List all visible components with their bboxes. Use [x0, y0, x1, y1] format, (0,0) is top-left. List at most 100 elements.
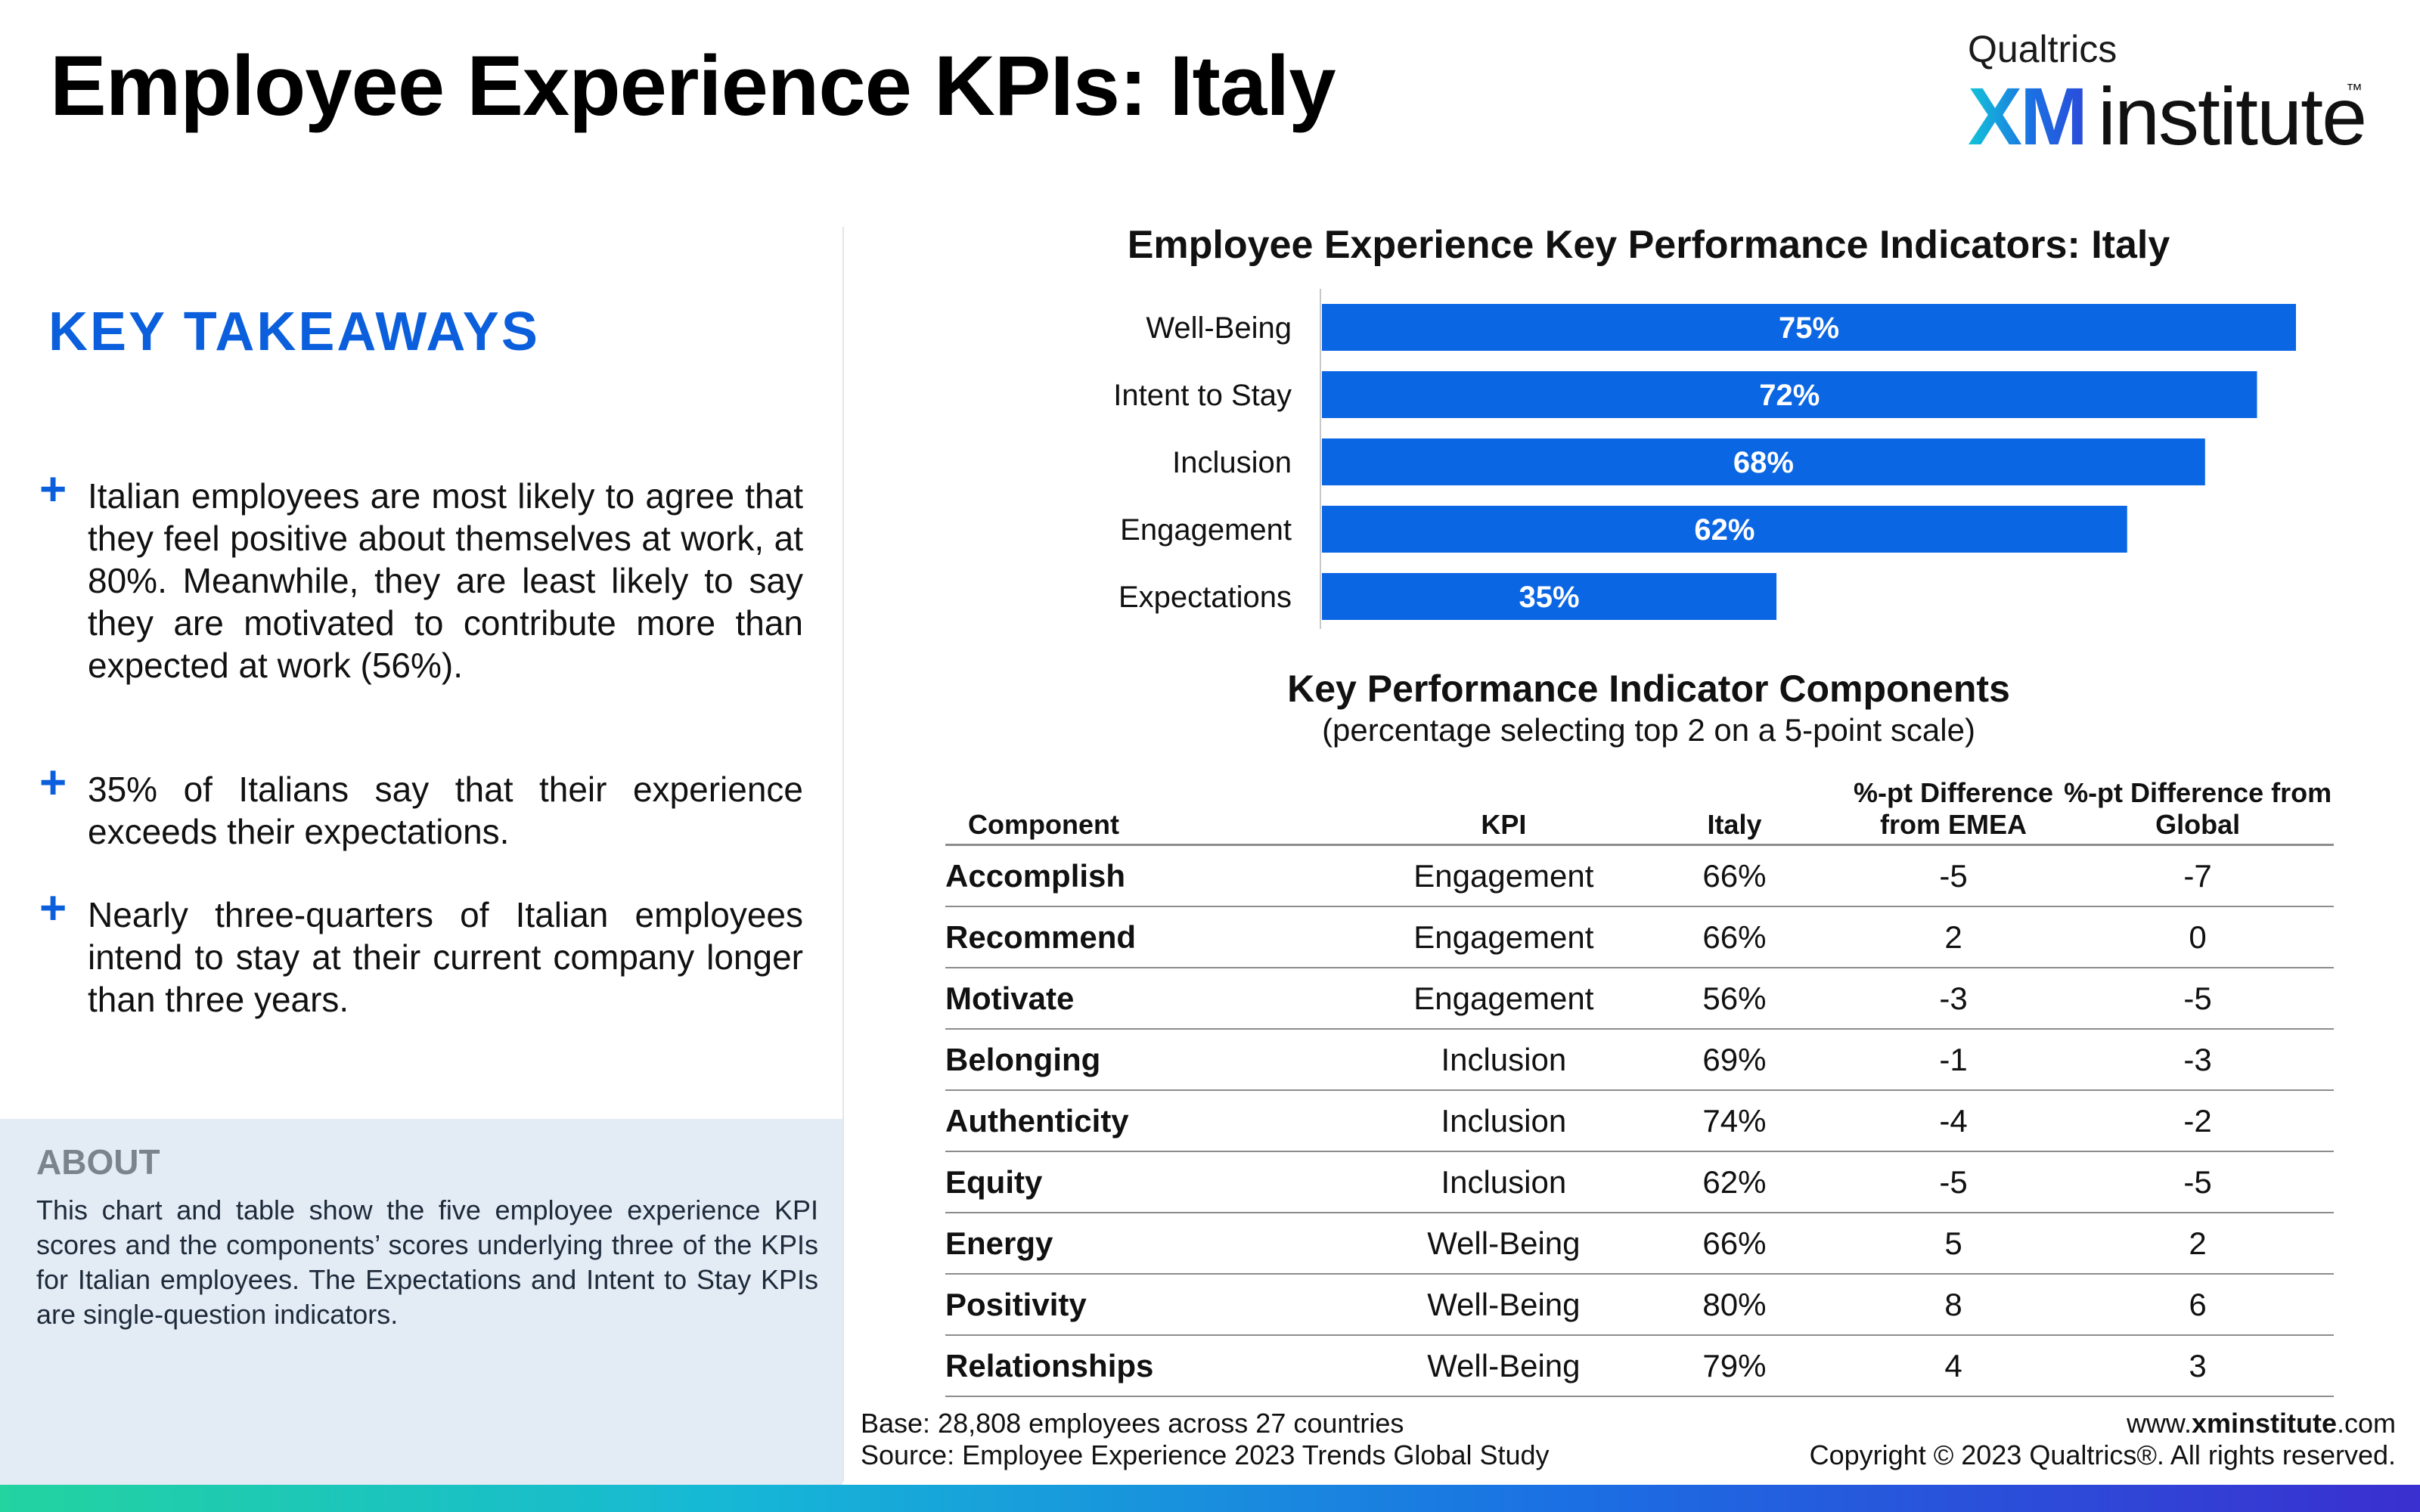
table-row: Recommend Engagement 66% 2 0	[945, 906, 2334, 968]
category-label: Engagement	[1120, 513, 1292, 547]
logo-brand-text: Qualtrics	[1968, 28, 2118, 70]
column-divider	[842, 227, 844, 1482]
takeaway-item: + Italian employees are most likely to a…	[39, 466, 803, 686]
cell-italy: 66%	[1624, 906, 1845, 968]
cell-emea-diff: -1	[1844, 1029, 2062, 1091]
cell-component: Equity	[945, 1151, 1384, 1213]
cell-italy: 74%	[1624, 1090, 1845, 1152]
column-header-kpi: KPI	[1383, 774, 1624, 846]
cell-component: Authenticity	[945, 1090, 1384, 1152]
cell-kpi: Engagement	[1383, 968, 1624, 1030]
cell-component: Energy	[945, 1213, 1384, 1275]
cell-global-diff: -5	[2062, 968, 2334, 1030]
gradient-bottom-bar	[0, 1485, 2420, 1512]
website-link[interactable]: www.xminstitute.com	[1810, 1408, 2396, 1439]
cell-global-diff: 0	[2062, 906, 2334, 968]
bar-well-being	[1322, 304, 2296, 351]
cell-global-diff: -7	[2062, 844, 2334, 907]
cell-global-diff: -2	[2062, 1090, 2334, 1152]
cell-global-diff: 2	[2062, 1213, 2334, 1275]
base-note: Base: 28,808 employees across 27 countri…	[861, 1408, 1404, 1439]
cell-italy: 80%	[1624, 1274, 1845, 1336]
table-row: Energy Well-Being 66% 5 2	[945, 1213, 2334, 1275]
cell-italy: 56%	[1624, 968, 1845, 1030]
cell-emea-diff: 8	[1844, 1274, 2062, 1336]
column-header-global-diff: %-pt Difference from Global	[2062, 774, 2334, 846]
kpi-bar-chart: Well-Being 75% Intent to Stay 72% Inclusion 6…	[1113, 289, 2296, 629]
table-row: Positivity Well-Being 80% 8 6	[945, 1274, 2334, 1336]
value-label: 68%	[1733, 446, 1794, 479]
cell-component: Motivate	[945, 968, 1384, 1030]
table-row: Authenticity Inclusion 74% -4 -2	[945, 1090, 2334, 1152]
url-prefix: www.	[2126, 1408, 2192, 1439]
cell-kpi: Well-Being	[1383, 1274, 1624, 1336]
cell-component: Positivity	[945, 1274, 1384, 1336]
cell-emea-diff: -5	[1844, 844, 2062, 907]
cell-italy: 69%	[1624, 1029, 1845, 1091]
takeaways-heading: KEY TAKEAWAYS	[48, 302, 540, 362]
cell-global-diff: 3	[2062, 1335, 2334, 1397]
value-label: 72%	[1759, 379, 1820, 412]
bar-engagement	[1322, 506, 2127, 553]
cell-emea-diff: -3	[1844, 968, 2062, 1030]
cell-kpi: Inclusion	[1383, 1090, 1624, 1152]
takeaway-item: + Nearly three-quarters of Italian emplo…	[39, 885, 803, 1021]
takeaway-text: Nearly three-quarters of Italian employe…	[88, 895, 803, 1019]
category-label: Expectations	[1118, 581, 1292, 614]
about-body: This chart and table show the five emplo…	[36, 1194, 818, 1330]
category-label: Intent to Stay	[1113, 379, 1292, 412]
cell-kpi: Engagement	[1383, 844, 1624, 907]
footer-credits: www.xminstitute.com Copyright © 2023 Qua…	[1810, 1408, 2396, 1471]
chart-title: Employee Experience Key Performance Indi…	[1127, 223, 2170, 267]
bar-expectations	[1322, 573, 1777, 620]
table-row: Belonging Inclusion 69% -1 -3	[945, 1029, 2334, 1091]
cell-kpi: Well-Being	[1383, 1213, 1624, 1275]
cell-emea-diff: 4	[1844, 1335, 2062, 1397]
cell-italy: 62%	[1624, 1151, 1845, 1213]
cell-global-diff: -5	[2062, 1151, 2334, 1213]
logo-trademark: ™	[2346, 80, 2363, 99]
category-label: Inclusion	[1172, 446, 1292, 479]
footer-notes: Base: 28,808 employees across 27 countri…	[861, 1408, 1550, 1471]
plus-icon: +	[39, 463, 67, 516]
cell-component: Accomplish	[945, 844, 1384, 907]
table-row: Motivate Engagement 56% -3 -5	[945, 968, 2334, 1030]
cell-italy: 66%	[1624, 844, 1845, 907]
xm-institute-logo: Qualtrics XM institute ™	[1968, 28, 2367, 157]
cell-italy: 79%	[1624, 1335, 1845, 1397]
cell-component: Belonging	[945, 1029, 1384, 1091]
table-subtitle: (percentage selecting top 2 on a 5-point…	[1322, 712, 1975, 748]
table-header-row: Component KPI Italy %-pt Difference from…	[945, 774, 2334, 846]
cell-kpi: Inclusion	[1383, 1029, 1624, 1091]
cell-emea-diff: -5	[1844, 1151, 2062, 1213]
category-label: Well-Being	[1146, 311, 1292, 345]
about-heading: ABOUT	[36, 1142, 160, 1182]
value-label: 62%	[1694, 513, 1754, 547]
logo-institute: institute	[2098, 70, 2367, 162]
cell-kpi: Well-Being	[1383, 1335, 1624, 1397]
plus-icon: +	[39, 882, 67, 934]
value-label: 75%	[1779, 311, 1839, 345]
bar-intent-to-stay	[1322, 371, 2257, 418]
logo-xm: XM	[1968, 70, 2088, 162]
page-title: Employee Experience KPIs: Italy	[50, 39, 1336, 133]
cell-global-diff: 6	[2062, 1274, 2334, 1336]
cell-component: Recommend	[945, 906, 1384, 968]
cell-kpi: Engagement	[1383, 906, 1624, 968]
kpi-components-table: Component KPI Italy %-pt Difference from…	[945, 774, 2334, 1397]
table-body: Accomplish Engagement 66% -5 -7 Recommend Enga…	[945, 844, 2334, 1397]
url-suffix: .com	[2336, 1408, 2396, 1439]
plus-icon: +	[39, 757, 67, 809]
table-row: Accomplish Engagement 66% -5 -7	[945, 844, 2334, 907]
table-row: Equity Inclusion 62% -5 -5	[945, 1151, 2334, 1213]
source-note: Source: Employee Experience 2023 Trends …	[861, 1439, 1550, 1470]
cell-emea-diff: 5	[1844, 1213, 2062, 1275]
takeaway-text: Italian employees are most likely to agr…	[88, 476, 803, 685]
cell-emea-diff: 2	[1844, 906, 2062, 968]
takeaway-item: + 35% of Italians say that their experie…	[39, 760, 803, 853]
cell-component: Relationships	[945, 1335, 1384, 1397]
bar-inclusion	[1322, 438, 2205, 485]
table-title: Key Performance Indicator Components	[1287, 668, 2010, 710]
column-header-italy: Italy	[1624, 774, 1845, 846]
copyright: Copyright © 2023 Qualtrics®. All rights …	[1809, 1439, 2396, 1470]
